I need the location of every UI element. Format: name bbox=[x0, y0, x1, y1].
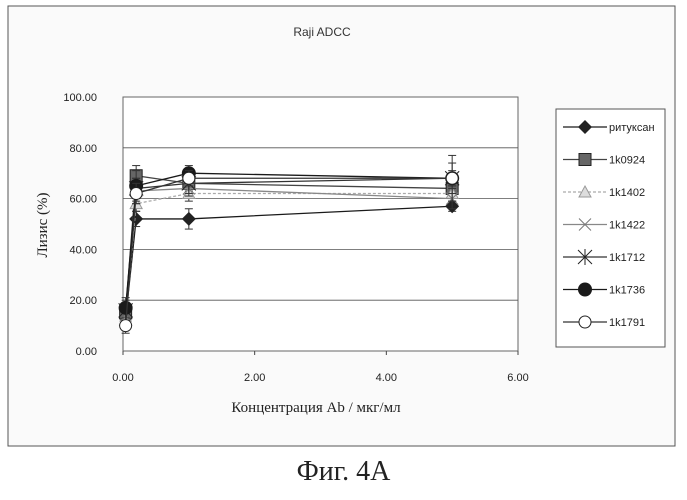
data-point bbox=[446, 172, 458, 184]
legend-marker bbox=[579, 154, 591, 166]
legend-label: 1k1422 bbox=[609, 220, 645, 232]
data-point bbox=[183, 172, 195, 184]
y-tick-label: 0.00 bbox=[76, 346, 97, 358]
chart-title: Raji ADCC bbox=[293, 25, 351, 39]
legend-label: 1k1736 bbox=[609, 285, 645, 297]
y-tick-label: 100.00 bbox=[63, 92, 97, 104]
legend-label: 1k0924 bbox=[609, 155, 645, 167]
figure-caption: Фиг. 4A bbox=[0, 456, 687, 488]
x-axis-label: Концентрация Ab / мкг/мл bbox=[231, 400, 401, 416]
x-tick-label: 2.00 bbox=[244, 372, 265, 384]
x-tick-label: 4.00 bbox=[376, 372, 397, 384]
y-tick-label: 40.00 bbox=[69, 244, 97, 256]
y-tick-label: 20.00 bbox=[69, 295, 97, 307]
legend-label: 1k1791 bbox=[609, 317, 645, 329]
legend-label: ритуксан bbox=[609, 122, 655, 134]
legend-label: 1k1712 bbox=[609, 252, 645, 264]
y-tick-label: 80.00 bbox=[69, 143, 97, 155]
x-tick-label: 0.00 bbox=[112, 372, 133, 384]
legend-label: 1k1402 bbox=[609, 187, 645, 199]
data-point bbox=[119, 301, 133, 315]
x-tick-label: 6.00 bbox=[507, 372, 528, 384]
data-point bbox=[130, 188, 142, 200]
y-tick-label: 60.00 bbox=[69, 194, 97, 206]
y-axis-label: Лизис (%) bbox=[35, 192, 51, 257]
legend-marker bbox=[579, 316, 591, 328]
plot-area bbox=[123, 97, 518, 351]
legend-marker bbox=[578, 283, 592, 297]
data-point bbox=[120, 320, 132, 332]
